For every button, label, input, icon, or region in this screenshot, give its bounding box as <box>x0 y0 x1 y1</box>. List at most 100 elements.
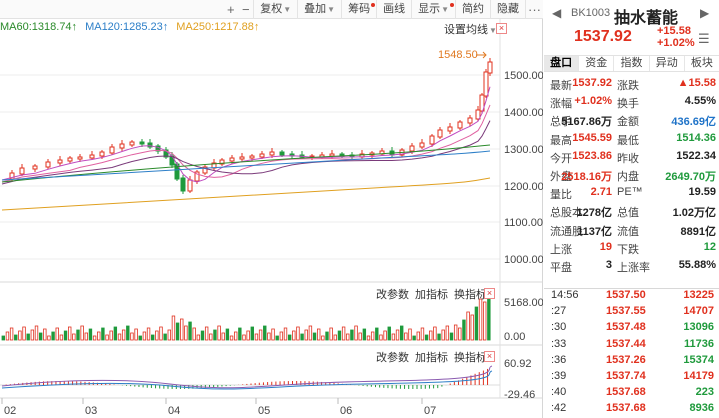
volume-switch-indicator-button[interactable]: 换指标 <box>454 289 487 301</box>
volume-bar <box>412 335 416 341</box>
set-ma-button[interactable]: 设置均线▼ <box>444 21 497 37</box>
tick-time: :42 <box>551 402 567 415</box>
candle-body <box>329 153 335 157</box>
tick-row[interactable]: :42 1537.68 8936 <box>544 402 719 418</box>
volume-bar <box>88 328 93 341</box>
candle-body <box>202 166 208 174</box>
price-axis-label: 1500.00 <box>504 70 543 82</box>
tick-row[interactable]: 14:56 1537.50 13225 <box>544 289 719 305</box>
tab-capital[interactable]: 资金 <box>579 56 615 71</box>
volume-bar <box>238 327 242 341</box>
quote-tabs: 盘口 资金 指数 异动 板块 <box>544 55 719 72</box>
previous-arrow-icon[interactable]: ◀ <box>552 6 562 20</box>
zoom-out-icon[interactable]: − <box>241 1 250 17</box>
volume-bar <box>370 331 375 341</box>
volume-bar <box>142 331 147 341</box>
volume-bar <box>76 329 80 341</box>
quote-panel: ◀ BK1003 抽水蓄能 ▶ 1537.92 +15.58 +1.02% ☰ … <box>544 0 719 418</box>
tick-time: :40 <box>551 386 567 399</box>
volume-edit-params-button[interactable]: 改参数 <box>376 289 409 301</box>
tick-row[interactable]: :40 1537.68 223 <box>544 386 719 402</box>
volume-bar <box>117 333 122 341</box>
ma60-value: MA60:1318.74↑ <box>0 21 78 33</box>
quote-label: 上涨率 <box>617 261 650 274</box>
next-arrow-icon[interactable]: ▶ <box>700 6 710 20</box>
close-icon[interactable]: × <box>484 288 495 299</box>
chips-button[interactable]: 筹码 <box>341 0 376 19</box>
display-button[interactable]: 显示 ▼ <box>411 0 455 19</box>
volume-bar <box>130 332 134 341</box>
quote-value: 1278亿 <box>576 207 612 220</box>
draw-line-button[interactable]: 画线 <box>376 0 411 19</box>
volume-bar <box>22 326 26 341</box>
candle-body <box>187 179 193 192</box>
volume-bar <box>408 328 412 341</box>
tick-row[interactable]: :33 1537.44 11736 <box>544 338 719 354</box>
ma250-value: MA250:1217.88↑ <box>176 21 260 33</box>
volume-add-indicator-button[interactable]: 加指标 <box>415 289 448 301</box>
quote-row: 外盘 2518.16万 内盘 2649.70万 <box>544 168 719 186</box>
kline-chart-canvas[interactable]: 1500.00 1400.00 1300.00 1200.00 1100.00 1000.… <box>0 0 543 418</box>
quote-label: 总值 <box>617 207 639 220</box>
volume-bar <box>271 328 275 341</box>
candle-body <box>19 167 25 175</box>
more-icon[interactable]: ··· <box>525 0 543 19</box>
ma250-line <box>1 177 491 211</box>
volume-bar <box>350 329 354 341</box>
quote-label: 昨收 <box>617 152 639 165</box>
quote-row: 上涨 19 下跌 12 <box>544 241 719 259</box>
hide-button[interactable]: 隐藏 <box>490 0 525 19</box>
tick-row[interactable]: :30 1537.48 13096 <box>544 321 719 337</box>
tab-orderbook[interactable]: 盘口 <box>544 56 580 71</box>
quote-label: 量比 <box>550 189 572 202</box>
tab-sector[interactable]: 板块 <box>690 57 713 69</box>
price-axis-label: 1300.00 <box>504 144 543 156</box>
tick-row[interactable]: :36 1537.26 15374 <box>544 354 719 370</box>
volume-bar <box>458 327 462 341</box>
volume-bar <box>292 330 296 341</box>
ma5-line <box>1 86 491 183</box>
candle-body <box>119 143 125 149</box>
volume-bar <box>275 335 279 341</box>
close-icon[interactable]: × <box>496 23 507 34</box>
macd-switch-indicator-button[interactable]: 换指标 <box>454 352 487 364</box>
candle-body <box>487 61 493 74</box>
quote-value: 4.55% <box>684 95 716 108</box>
menu-icon[interactable]: ☰ <box>698 31 710 46</box>
high-price-marker: 1548.50 <box>438 49 478 61</box>
quote-label: 总股本 <box>550 207 583 220</box>
kline-chart-area[interactable]: 1500.00 1400.00 1300.00 1200.00 1100.00 1000.… <box>0 0 543 418</box>
arrow-right-icon <box>476 51 487 59</box>
quote-label: 内盘 <box>617 170 639 183</box>
tab-movement[interactable]: 异动 <box>650 56 685 71</box>
volume-bar <box>474 306 479 341</box>
volume-bar <box>109 330 113 341</box>
macd-edit-params-button[interactable]: 改参数 <box>376 352 409 364</box>
tick-row[interactable]: :39 1537.74 14179 <box>544 370 719 386</box>
volume-bar <box>30 329 35 341</box>
simple-button[interactable]: 简约 <box>455 0 490 19</box>
macd-add-indicator-button[interactable]: 加指标 <box>415 352 448 364</box>
zoom-in-icon[interactable]: + <box>226 1 235 17</box>
volume-bar <box>478 298 483 341</box>
adjust-button[interactable]: 复权▼ <box>253 0 297 19</box>
volume-bar <box>221 332 225 341</box>
volume-bar <box>321 335 325 341</box>
volume-bar <box>287 334 292 341</box>
overlay-button[interactable]: 叠加▼ <box>297 0 341 19</box>
tab-index[interactable]: 指数 <box>614 56 650 71</box>
tick-row[interactable]: :27 1537.55 14707 <box>544 305 719 321</box>
tick-volume: 8936 <box>689 402 714 415</box>
volume-axis-label: 5168.00 <box>504 297 543 309</box>
quote-label: 换手 <box>617 98 639 111</box>
volume-bar <box>399 325 404 341</box>
month-label: 07 <box>424 405 436 417</box>
volume-bar <box>325 331 329 341</box>
volume-bar <box>424 334 429 341</box>
candle-body <box>67 157 73 162</box>
volume-bar <box>209 333 213 341</box>
close-icon[interactable]: × <box>484 351 495 362</box>
price-axis-label: 1100.00 <box>504 217 543 229</box>
volume-bar <box>113 326 118 341</box>
volume-bar <box>445 325 450 341</box>
